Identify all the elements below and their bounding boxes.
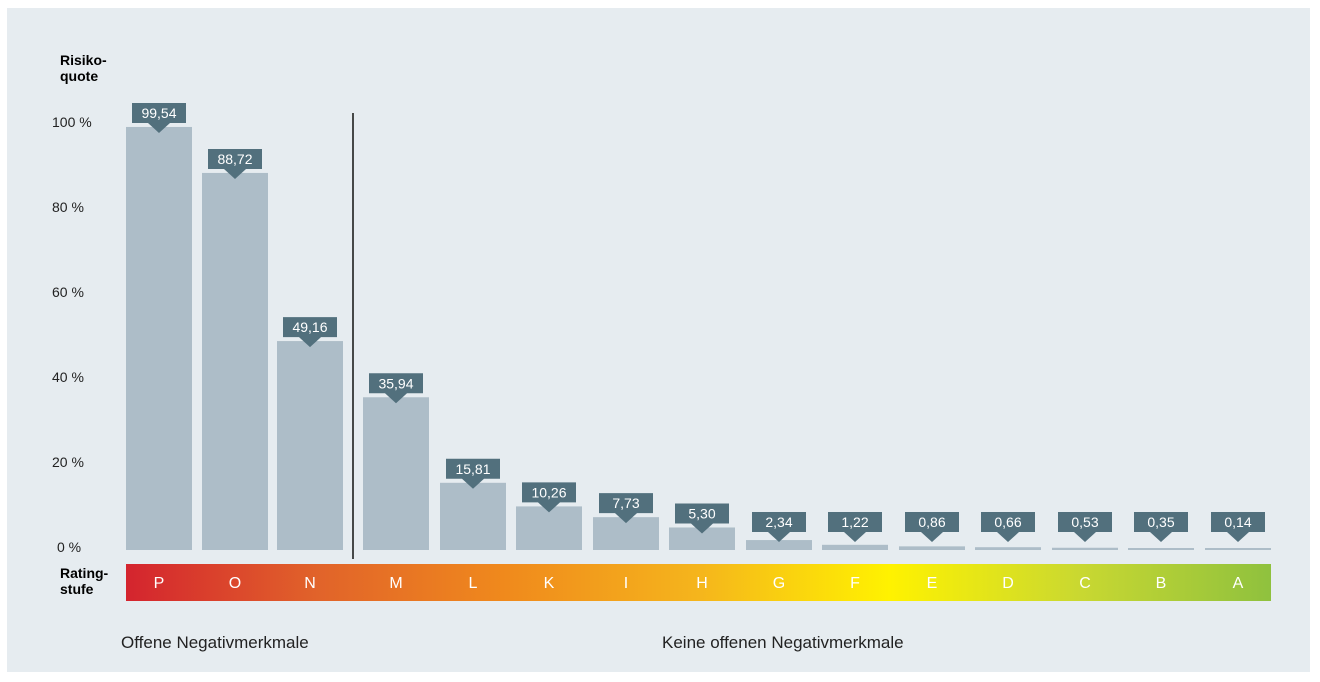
- value-marker: [828, 512, 882, 542]
- rating-letter: G: [773, 575, 785, 592]
- y-tick-label: 80 %: [52, 199, 84, 215]
- value-label: 35,94: [378, 375, 413, 391]
- value-marker: [446, 458, 500, 489]
- value-label: 49,16: [292, 319, 327, 335]
- rating-letter: I: [624, 575, 628, 592]
- value-label: 7,73: [612, 495, 639, 511]
- value-marker: [981, 512, 1035, 542]
- value-marker: [1134, 512, 1188, 542]
- value-label: 1,22: [841, 514, 868, 530]
- bar-chart: 99,54 P 88,72 O 49,16 N 35,94 M 15,81 L 10,26 K 7,73…: [126, 102, 1271, 601]
- value-marker: [369, 373, 423, 404]
- bar-G: [746, 540, 812, 550]
- bar-E: [899, 546, 965, 550]
- rating-letter: D: [1002, 575, 1014, 592]
- y-tick-label: 0 %: [57, 539, 82, 555]
- value-marker: [905, 512, 959, 542]
- value-label: 5,30: [688, 505, 715, 521]
- value-label: 0,35: [1147, 514, 1174, 530]
- bar-B: [1128, 548, 1194, 550]
- rating-letter: E: [927, 575, 938, 592]
- rating-letter: L: [469, 575, 478, 592]
- bar-A: [1205, 548, 1271, 550]
- rating-letter: B: [1156, 575, 1167, 592]
- value-label: 0,14: [1224, 514, 1251, 530]
- bar-M: [363, 397, 429, 550]
- value-label: 10,26: [531, 484, 566, 500]
- bar-F: [822, 544, 888, 550]
- rating-letter: N: [304, 575, 316, 592]
- x-axis-title: Rating- stufe: [60, 565, 109, 597]
- value-marker: [675, 503, 729, 534]
- y-tick-label: 100 %: [52, 114, 92, 130]
- rating-letter: O: [229, 575, 241, 592]
- bar-H: [669, 527, 735, 550]
- bar-L: [440, 482, 506, 550]
- bar-P: [126, 126, 192, 550]
- value-marker: [1211, 512, 1265, 542]
- value-marker: [1058, 512, 1112, 542]
- value-marker: [283, 317, 337, 348]
- group-label-open-negatives: Offene Negativmerkmale: [121, 633, 309, 652]
- chart-panel: Risiko- quote Rating- stufe 0 % 20 % 40 % 6…: [7, 8, 1310, 672]
- rating-letter: H: [696, 575, 708, 592]
- rating-letter: M: [389, 575, 402, 592]
- rating-letter: P: [154, 575, 165, 592]
- y-axis-title: Risiko- quote: [60, 52, 107, 84]
- rating-scale-strip: [126, 564, 1271, 601]
- value-marker: [599, 493, 653, 524]
- value-label: 15,81: [455, 461, 490, 477]
- y-tick-label: 20 %: [52, 454, 84, 470]
- y-tick-label: 40 %: [52, 369, 84, 385]
- group-label-no-open-negatives: Keine offenen Negativmerkmale: [662, 633, 904, 652]
- value-marker: [208, 148, 262, 179]
- value-label: 0,53: [1071, 514, 1098, 530]
- value-label: 0,66: [994, 514, 1021, 530]
- bar-K: [516, 506, 582, 550]
- value-label: 0,86: [918, 514, 945, 530]
- rating-letter: F: [850, 575, 860, 592]
- rating-letter: A: [1233, 575, 1244, 592]
- bar-N: [277, 341, 343, 550]
- value-marker: [522, 482, 576, 513]
- value-label: 99,54: [141, 105, 176, 121]
- value-marker: [752, 512, 806, 542]
- rating-letter: C: [1079, 575, 1091, 592]
- bar-O: [202, 172, 268, 550]
- rating-letter: K: [544, 575, 555, 592]
- value-marker: [132, 102, 186, 133]
- y-tick-label: 60 %: [52, 284, 84, 300]
- bar-D: [975, 547, 1041, 550]
- value-label: 2,34: [765, 514, 792, 530]
- value-label: 88,72: [217, 151, 252, 167]
- bar-C: [1052, 547, 1118, 550]
